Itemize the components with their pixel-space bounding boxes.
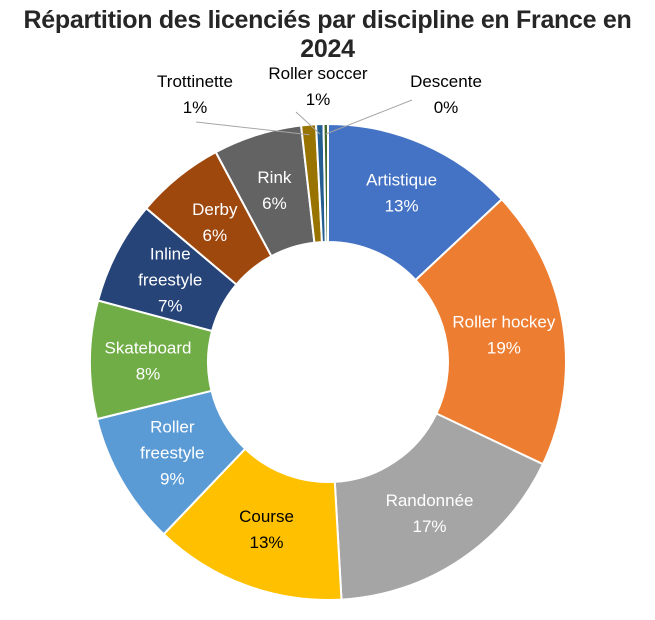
chart-title: Répartition des licenciés par discipline… xyxy=(23,6,632,63)
donut-slice-randonnee xyxy=(333,412,545,601)
slice-label-roller-soccer: Roller soccer 1% xyxy=(268,64,368,109)
slice-label-derby: Derby 6% xyxy=(192,200,238,245)
slice-label-descente: Descente 0% xyxy=(410,72,482,117)
slice-label-inline-freestyle: Inline freestyle 7% xyxy=(138,245,202,316)
slice-label-artistique: Artistique 13% xyxy=(366,170,437,215)
leader-line-descente xyxy=(325,99,413,135)
donut-slice-roller-hockey xyxy=(414,197,567,466)
slice-label-trottinette: Trottinette 1% xyxy=(157,72,233,117)
slice-label-randonnee: Randonnée 17% xyxy=(386,491,474,536)
donut-slice-descente xyxy=(322,122,329,244)
donut-slice-course xyxy=(162,447,343,601)
leader-line-trottinette xyxy=(195,121,310,136)
slice-label-course: Course 13% xyxy=(239,507,294,552)
slice-label-roller-freestyle: Roller freestyle 9% xyxy=(140,417,204,488)
leader-line-roller-soccer xyxy=(295,111,321,135)
donut-slice-artistique xyxy=(327,122,504,282)
slice-label-skateboard: Skateboard 8% xyxy=(105,338,192,383)
slice-label-roller-hockey: Roller hockey 19% xyxy=(452,313,555,358)
slice-label-rink: Rink 6% xyxy=(257,168,292,213)
